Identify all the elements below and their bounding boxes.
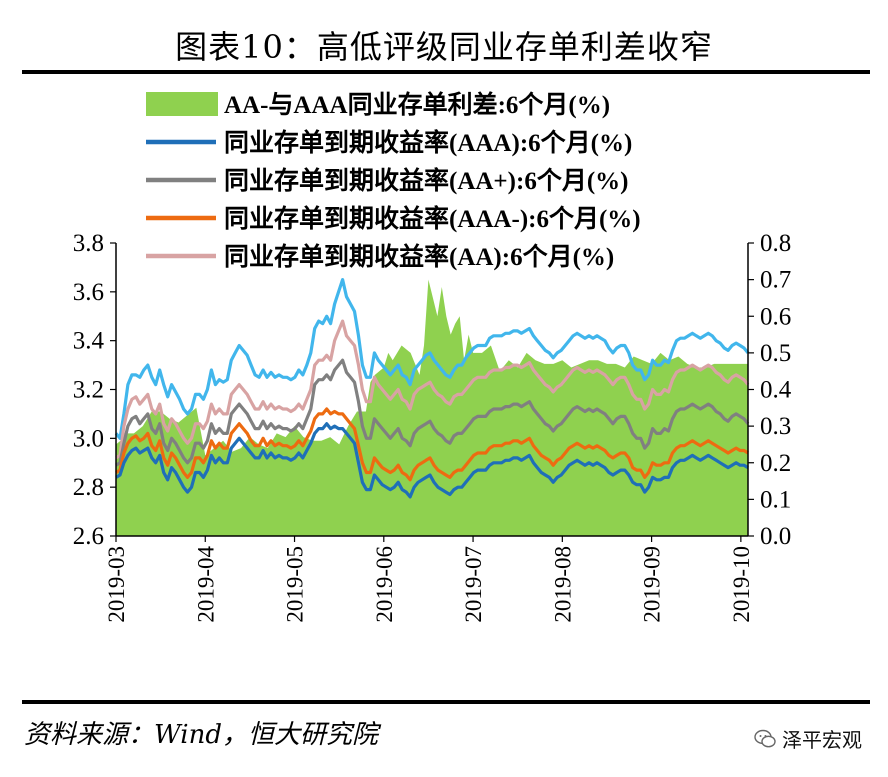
top-rule (22, 70, 870, 74)
wechat-icon (754, 729, 776, 747)
y-left-tick-label: 3.2 (73, 377, 104, 404)
legend-label: AA-与AAA同业存单利差:6个月(%) (224, 90, 610, 119)
chart: 2.6 2.8 3.0 3.2 3.4 3.6 3.8 0.0 0.1 0.2 0.3 0.4 0.5 0… (73, 90, 792, 623)
x-tick-label: 2019-07 (461, 546, 486, 623)
x-tick-label: 2019-04 (193, 546, 218, 623)
series-line-4 (115, 422, 749, 499)
source-note: 资料来源：Wind，恒大研究院 (24, 720, 378, 750)
y-right-tick-label: 0.6 (760, 303, 791, 330)
legend: AA-与AAA同业存单利差:6个月(%) 同业存单到期收益率(AAA):6个月(%… (146, 90, 641, 271)
chart-title: 图表10：高低评级同业存单利差收窄 (175, 28, 713, 66)
y-left-tick-label: 3.6 (73, 279, 104, 306)
legend-label: 同业存单到期收益率(AA):6个月(%) (224, 242, 614, 271)
y-right-tick-label: 0.0 (760, 523, 791, 550)
y-right-tick-label: 0.8 (760, 230, 791, 257)
y-left-tick-label: 3.0 (73, 425, 104, 452)
series-line-2 (115, 358, 750, 467)
plot-area: 2.6 2.8 3.0 3.2 3.4 3.6 3.8 0.0 0.1 0.2 0.3 0.4 0.5 0… (73, 230, 792, 623)
x-tick-label: 2019-10 (729, 546, 754, 623)
x-tick-label: 2019-09 (640, 546, 665, 623)
y-right-tick-label: 0.4 (760, 377, 792, 404)
y-left-tick-label: 3.4 (73, 328, 105, 355)
y-right-tick-label: 0.3 (760, 413, 791, 440)
watermark: 泽平宏观 (754, 724, 862, 753)
series-line-0 (114, 278, 750, 440)
y-left-tick-label: 3.8 (73, 230, 104, 257)
watermark-text: 泽平宏观 (782, 728, 862, 752)
legend-label: 同业存单到期收益率(AAA-):6个月(%) (224, 204, 641, 233)
legend-swatch-area (146, 92, 218, 116)
x-tick-label: 2019-03 (104, 546, 129, 623)
x-tick-label: 2019-08 (550, 546, 575, 623)
y-right-tick-label: 0.2 (760, 450, 791, 477)
y-left-tick-label: 2.8 (73, 474, 104, 501)
x-tick-label: 2019-05 (283, 546, 308, 623)
series-line-1 (115, 319, 750, 460)
spread-area (116, 279, 748, 536)
y-right-tick-label: 0.7 (760, 267, 791, 294)
y-right-tick-label: 0.1 (760, 486, 791, 513)
y-left-tick-label: 2.6 (73, 523, 104, 550)
legend-label: 同业存单到期收益率(AA+):6个月(%) (224, 166, 628, 195)
legend-label: 同业存单到期收益率(AAA):6个月(%) (224, 128, 632, 157)
x-tick-label: 2019-06 (372, 546, 397, 623)
bottom-rule (22, 700, 870, 704)
y-right-tick-label: 0.5 (760, 340, 791, 367)
series-line-3 (115, 407, 749, 482)
